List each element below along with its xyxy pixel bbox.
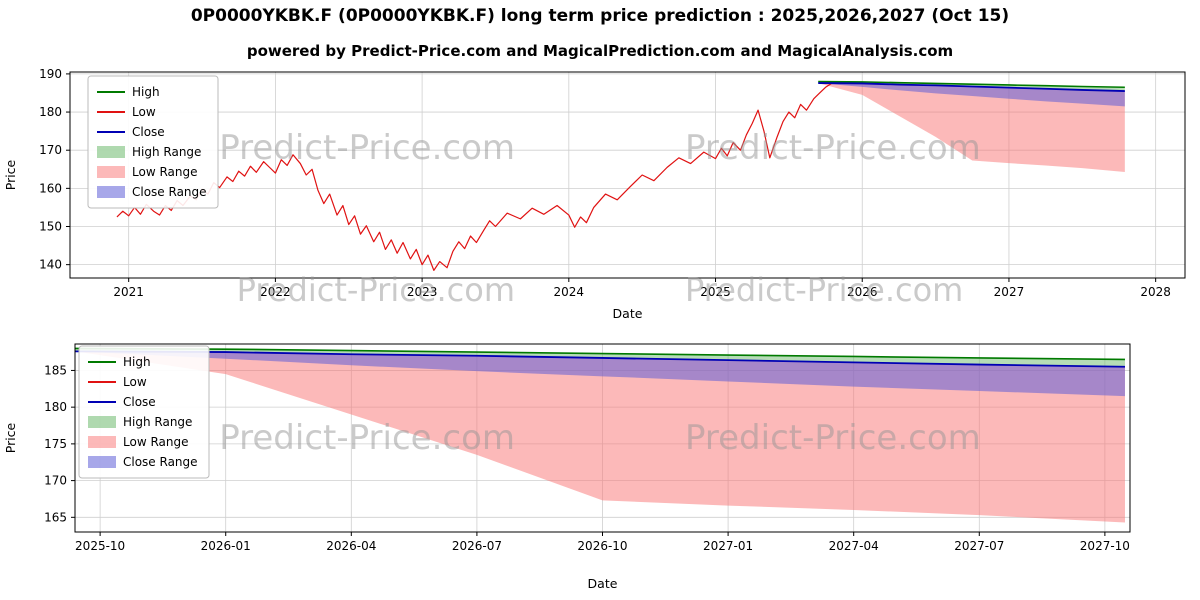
x-tick-label: 2021 xyxy=(113,285,144,299)
x-tick-label: 2026 xyxy=(847,285,878,299)
plot-border xyxy=(69,71,1186,279)
legend-label: Low xyxy=(132,105,156,119)
x-tick-label: 2024 xyxy=(554,285,585,299)
x-tick-label: 2025 xyxy=(700,285,731,299)
legend-label: Low Range xyxy=(132,165,197,179)
x-tick-label: 2027-10 xyxy=(1080,539,1130,553)
legend-label: Close Range xyxy=(132,185,207,199)
legend-label: High xyxy=(132,85,160,99)
y-tick-label: 170 xyxy=(44,474,67,488)
low-line xyxy=(116,82,832,271)
page-title: 0P0000YKBK.F (0P0000YKBK.F) long term pr… xyxy=(190,6,1010,26)
x-tick-label: 2026-10 xyxy=(577,539,627,553)
y-tick-label: 180 xyxy=(44,400,67,414)
legend-label: High xyxy=(123,355,151,369)
page-subtitle: powered by Predict-Price.com and Magical… xyxy=(246,42,954,60)
legend-patch-swatch xyxy=(88,456,116,468)
legend-label: High Range xyxy=(132,145,201,159)
high-line xyxy=(818,80,1125,89)
x-tick-label: 2026-01 xyxy=(201,539,251,553)
y-tick-label: 190 xyxy=(39,67,62,81)
x-tick-label: 2027-01 xyxy=(703,539,753,553)
legend-label: Low xyxy=(123,375,147,389)
legend-label: High Range xyxy=(123,415,192,429)
close-line xyxy=(74,350,1125,368)
legend-patch-swatch xyxy=(97,166,125,178)
y-tick-label: 180 xyxy=(39,105,62,119)
x-axis-label: Date xyxy=(588,576,618,591)
low-range-band xyxy=(75,351,1125,523)
forecast-detail-chart: 2025-10 2026-01 2026-04 2026-07 2026-10 2027-… xyxy=(3,343,1131,591)
legend-label: Close xyxy=(132,125,165,139)
x-tick-label: 2027-04 xyxy=(829,539,879,553)
y-tick-label: 160 xyxy=(39,181,62,195)
y-tick-label: 170 xyxy=(39,143,62,157)
x-tick-label: 2027 xyxy=(994,285,1025,299)
overview-chart: 2021 2022 2023 2024 2025 2026 2027 2028 140 150 16… xyxy=(3,67,1186,321)
low-range-band xyxy=(818,83,1125,172)
legend-patch-swatch xyxy=(88,416,116,428)
y-tick-label: 140 xyxy=(39,258,62,272)
x-tick-label: 2026-07 xyxy=(452,539,502,553)
y-axis-label: Price xyxy=(3,422,18,453)
y-tick-label: 150 xyxy=(39,220,62,234)
high-line xyxy=(74,347,1125,361)
x-axis-label: Date xyxy=(613,306,643,321)
legend-label: Close xyxy=(123,395,156,409)
x-tick-label: 2023 xyxy=(407,285,438,299)
x-tick-label: 2025-10 xyxy=(75,539,125,553)
y-tick-label: 175 xyxy=(44,437,67,451)
y-axis-label: Price xyxy=(3,159,18,190)
x-tick-label: 2026-04 xyxy=(326,539,376,553)
close-line xyxy=(818,82,1125,92)
y-tick-label: 165 xyxy=(44,510,67,524)
x-tick-label: 2028 xyxy=(1140,285,1171,299)
legend-patch-swatch xyxy=(88,436,116,448)
y-tick-label: 185 xyxy=(44,363,67,377)
legend-label: Low Range xyxy=(123,435,188,449)
x-tick-label: 2022 xyxy=(260,285,291,299)
legend-patch-swatch xyxy=(97,186,125,198)
legend-label: Close Range xyxy=(123,455,198,469)
x-tick-label: 2027-07 xyxy=(954,539,1004,553)
legend-patch-swatch xyxy=(97,146,125,158)
